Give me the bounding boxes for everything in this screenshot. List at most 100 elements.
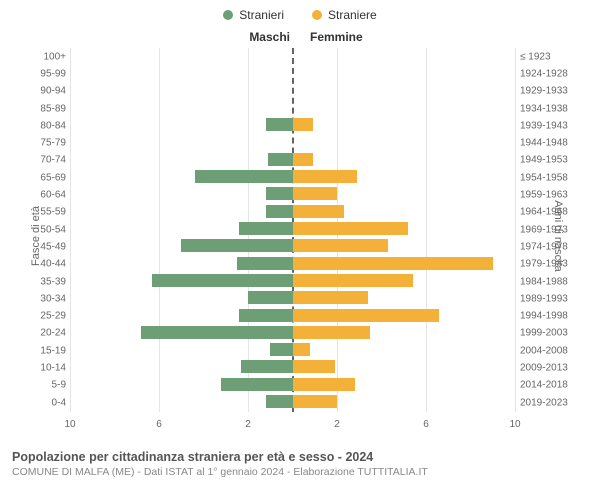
bar-female [293, 395, 338, 408]
bar-female [293, 222, 409, 235]
pyramid-row [70, 65, 515, 82]
gridline [515, 48, 516, 412]
age-label: 85-89 [8, 103, 66, 114]
pyramid-row [70, 273, 515, 290]
bar-male [181, 239, 292, 252]
birth-year-label: 1934-1938 [520, 103, 590, 114]
caption-title: Popolazione per cittadinanza straniera p… [12, 450, 588, 464]
population-pyramid-chart: Maschi Femmine Fasce di età Anni di nasc… [0, 26, 600, 446]
age-label: 95-99 [8, 68, 66, 79]
bar-male [239, 222, 292, 235]
age-label: 40-44 [8, 259, 66, 270]
birth-year-label: 1994-1998 [520, 311, 590, 322]
pyramid-row [70, 117, 515, 134]
birth-year-label: 1939-1943 [520, 120, 590, 131]
pyramid-row [70, 342, 515, 359]
age-label: 25-29 [8, 311, 66, 322]
bar-female [293, 360, 335, 373]
pyramid-row [70, 100, 515, 117]
age-label: 55-59 [8, 207, 66, 218]
birth-year-label: 1969-1973 [520, 224, 590, 235]
age-label: 90-94 [8, 86, 66, 97]
bar-female [293, 239, 389, 252]
caption-subtitle: COMUNE DI MALFA (ME) - Dati ISTAT al 1° … [12, 466, 588, 478]
pyramid-row [70, 204, 515, 221]
bar-female [293, 326, 371, 339]
birth-year-label: 1944-1948 [520, 138, 590, 149]
birth-year-label: 2004-2008 [520, 345, 590, 356]
x-tick-label: 10 [64, 419, 75, 430]
pyramid-row [70, 256, 515, 273]
bar-male [248, 291, 293, 304]
bar-male [266, 118, 293, 131]
birth-year-label: 2019-2023 [520, 397, 590, 408]
plot-area [70, 48, 515, 412]
birth-year-label: 2009-2013 [520, 363, 590, 374]
bar-male [241, 360, 292, 373]
birth-year-label: 1959-1963 [520, 190, 590, 201]
bar-male [237, 257, 293, 270]
bar-male [266, 395, 293, 408]
age-label: 30-34 [8, 293, 66, 304]
age-label: 50-54 [8, 224, 66, 235]
bar-female [293, 378, 355, 391]
age-label: 65-69 [8, 172, 66, 183]
birth-year-label: 1999-2003 [520, 328, 590, 339]
birth-year-label: 1974-1978 [520, 241, 590, 252]
age-label: 80-84 [8, 120, 66, 131]
x-tick-label: 6 [156, 419, 162, 430]
x-tick-label: 2 [334, 419, 340, 430]
age-label: 60-64 [8, 190, 66, 201]
age-label: 70-74 [8, 155, 66, 166]
bar-female [293, 291, 369, 304]
legend-label-female: Straniere [328, 8, 377, 22]
pyramid-row [70, 83, 515, 100]
bar-female [293, 153, 313, 166]
pyramid-row [70, 152, 515, 169]
age-label: 5-9 [8, 380, 66, 391]
bar-male [268, 153, 292, 166]
age-label: 20-24 [8, 328, 66, 339]
bar-female [293, 170, 358, 183]
bar-female [293, 309, 440, 322]
age-label: 10-14 [8, 363, 66, 374]
birth-year-label: 1989-1993 [520, 293, 590, 304]
bar-male [270, 343, 292, 356]
pyramid-row [70, 169, 515, 186]
pyramid-row [70, 394, 515, 411]
bar-male [141, 326, 292, 339]
bar-male [152, 274, 292, 287]
age-label: 100+ [8, 51, 66, 62]
bar-male [221, 378, 292, 391]
birth-year-label: 2014-2018 [520, 380, 590, 391]
chart-caption: Popolazione per cittadinanza straniera p… [0, 446, 600, 478]
pyramid-row [70, 221, 515, 238]
pyramid-row [70, 48, 515, 65]
bar-male [239, 309, 292, 322]
pyramid-row [70, 325, 515, 342]
birth-year-label: 1924-1928 [520, 68, 590, 79]
legend-item-female: Straniere [312, 8, 377, 22]
age-label: 15-19 [8, 345, 66, 356]
age-label: 0-4 [8, 397, 66, 408]
legend-label-male: Stranieri [239, 8, 284, 22]
pyramid-row [70, 135, 515, 152]
birth-year-label: ≤ 1923 [520, 51, 590, 62]
pyramid-row [70, 186, 515, 203]
birth-year-label: 1964-1968 [520, 207, 590, 218]
bar-female [293, 274, 413, 287]
column-title-female: Femmine [310, 30, 363, 44]
bar-female [293, 187, 338, 200]
pyramid-row [70, 308, 515, 325]
age-label: 35-39 [8, 276, 66, 287]
x-tick-label: 6 [423, 419, 429, 430]
x-tick-label: 10 [509, 419, 520, 430]
bar-female [293, 205, 344, 218]
bar-male [195, 170, 293, 183]
bar-female [293, 118, 313, 131]
pyramid-row [70, 290, 515, 307]
bar-female [293, 343, 311, 356]
pyramid-row [70, 377, 515, 394]
age-label: 75-79 [8, 138, 66, 149]
legend-item-male: Stranieri [223, 8, 284, 22]
